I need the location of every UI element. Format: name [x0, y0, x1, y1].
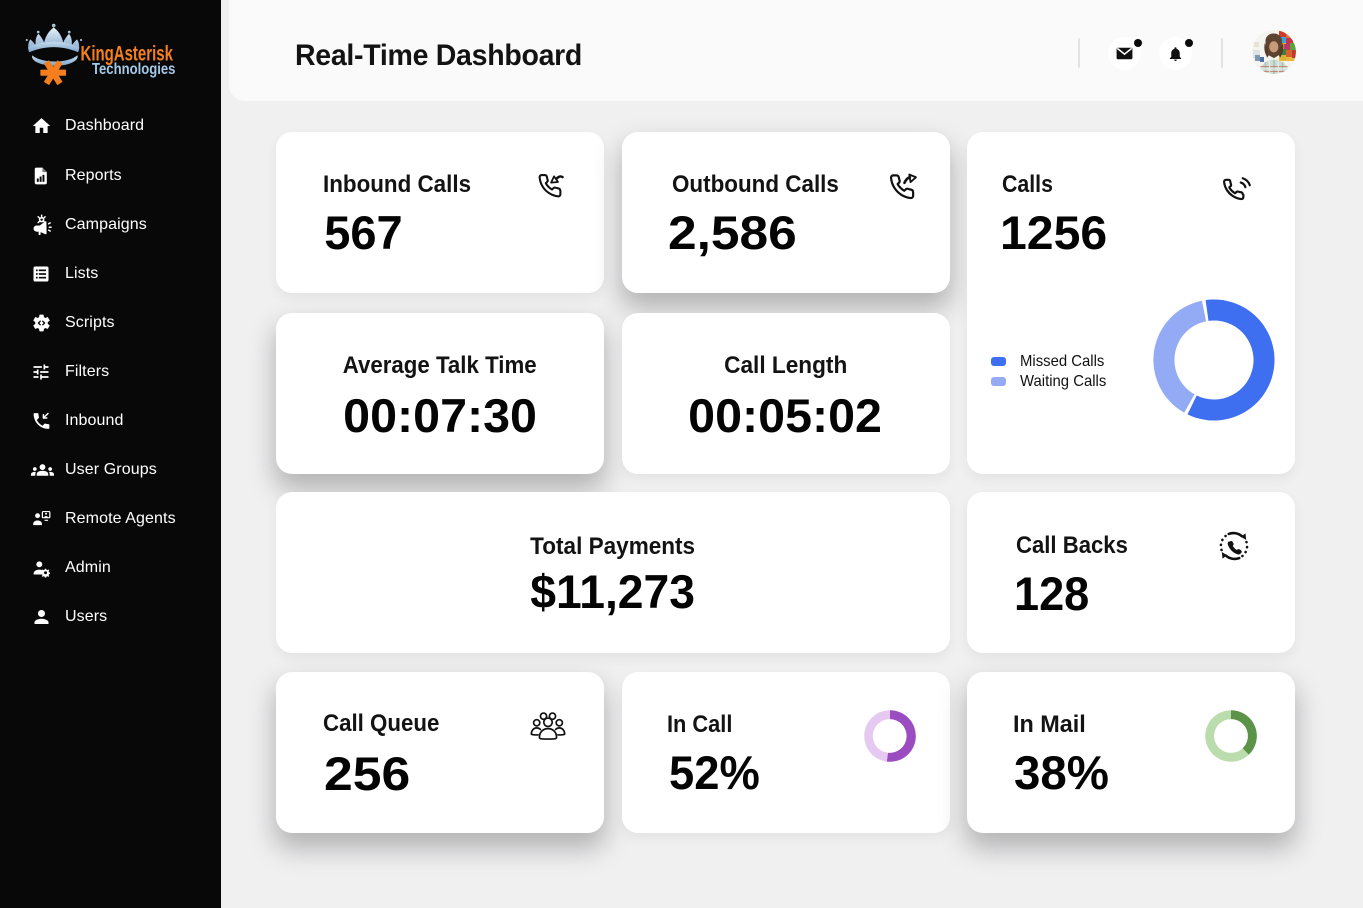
svg-text:KingAsterisk: KingAsterisk	[81, 41, 173, 65]
svg-text:Technologies: Technologies	[92, 61, 175, 78]
